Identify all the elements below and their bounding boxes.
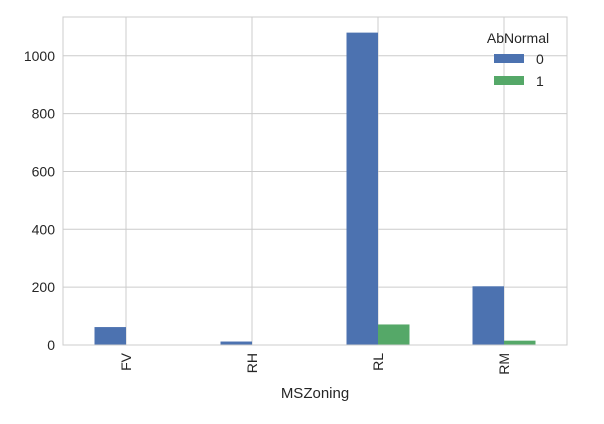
y-tick-label: 600 — [32, 163, 56, 179]
plot-frame — [62, 16, 568, 346]
bar-0-RM — [472, 286, 504, 345]
legend: AbNormal 0 1 — [487, 30, 549, 89]
x-tick-label: FV — [118, 352, 134, 371]
x-tick-label: RL — [370, 353, 386, 371]
legend-swatch-0 — [494, 54, 524, 63]
y-tick-label: 1000 — [24, 48, 55, 64]
y-tick-label: 200 — [32, 279, 56, 295]
bar-1-RL — [378, 324, 410, 345]
legend-title: AbNormal — [487, 30, 549, 46]
x-axis-title: MSZoning — [281, 385, 349, 402]
bars — [94, 32, 536, 345]
legend-label-1: 1 — [536, 73, 544, 89]
bar-0-RL — [346, 32, 378, 345]
bar-0-FV — [94, 327, 126, 345]
x-tick-label: RM — [496, 353, 512, 375]
legend-label-0: 0 — [536, 51, 544, 67]
legend-swatch-1 — [494, 76, 524, 85]
x-tick-labels: FV RH RL RM — [118, 352, 512, 374]
y-tick-label: 400 — [32, 221, 56, 237]
x-tick-label: RH — [244, 353, 260, 373]
y-tick-label: 0 — [47, 337, 55, 353]
y-tick-label: 800 — [32, 106, 56, 122]
y-tick-labels: 0 200 400 600 800 1000 — [24, 48, 55, 353]
bar-0-RH — [220, 341, 252, 345]
bar-1-RM — [504, 340, 536, 345]
